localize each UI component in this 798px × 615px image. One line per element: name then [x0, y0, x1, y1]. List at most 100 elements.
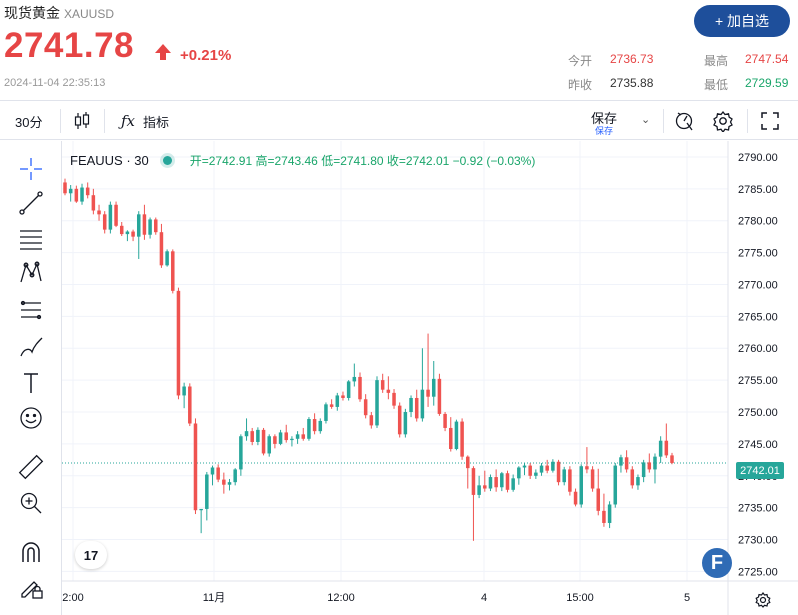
candle: [68, 185, 73, 202]
settings-icon[interactable]: [712, 101, 734, 141]
candle: [324, 402, 328, 424]
candle-body: [448, 427, 453, 449]
price-up-arrow-icon: [155, 44, 171, 53]
candle: [494, 469, 498, 492]
candle-body: [352, 376, 357, 382]
ruler-icon[interactable]: [16, 453, 46, 481]
candle-body: [443, 413, 447, 428]
candle-body: [562, 469, 566, 483]
candle-body: [290, 438, 294, 441]
candle-body: [539, 465, 544, 473]
instrument-name: 现货黄金: [4, 5, 60, 21]
price-chart[interactable]: 2790.00 2785.00 2780.00 2775.00 2770.00 2765.…: [62, 141, 798, 615]
high-label: 最高: [704, 54, 729, 68]
candle: [630, 466, 635, 489]
fullscreen-icon[interactable]: [760, 101, 780, 141]
tradingview-logo-text: 17: [83, 547, 99, 563]
measure-lines-icon[interactable]: [16, 296, 46, 324]
candle: [443, 412, 447, 432]
trendline-icon[interactable]: [16, 189, 46, 217]
candle-body: [295, 434, 300, 439]
indicators-button[interactable]: ƒx 指标: [121, 101, 169, 141]
add-to-watchlist-button[interactable]: + 加自选: [694, 5, 790, 37]
candle: [460, 418, 464, 460]
candle: [199, 508, 203, 534]
emoji-icon[interactable]: [16, 404, 46, 432]
interval-button[interactable]: 30分: [15, 114, 43, 130]
candle: [562, 466, 566, 486]
y-tick-label: 2755.00: [738, 375, 778, 387]
y-tick-label: 2775.00: [738, 248, 778, 260]
y-tick-label: 2750.00: [738, 407, 778, 419]
candles-icon[interactable]: [73, 101, 91, 141]
candle-body: [556, 461, 561, 483]
candle-body: [380, 380, 385, 390]
chart-settings-icon[interactable]: [753, 590, 773, 610]
lock-pen-icon[interactable]: [16, 573, 46, 601]
candle: [483, 470, 487, 492]
candle: [188, 383, 192, 427]
candle-body: [63, 182, 67, 194]
tradingview-logo[interactable]: 17: [75, 541, 107, 569]
candle-body: [176, 290, 181, 396]
candle: [511, 474, 515, 492]
candle-body: [500, 473, 504, 488]
candle-body: [585, 466, 589, 470]
candle-body: [301, 434, 306, 439]
toolbar-divider: [104, 109, 105, 133]
y-tick-label: 2780.00: [738, 216, 778, 228]
alert-icon[interactable]: [675, 101, 695, 141]
candle-body: [358, 376, 362, 400]
candle: [556, 459, 561, 486]
candle-body: [312, 419, 317, 432]
text-icon[interactable]: [16, 369, 46, 397]
candle-body: [437, 378, 442, 414]
candle-body: [630, 469, 635, 486]
candle: [352, 363, 357, 387]
candle: [375, 376, 379, 428]
candle-body: [114, 204, 118, 226]
candle: [284, 424, 289, 443]
candle-body: [483, 485, 487, 489]
save-button[interactable]: 保存 保存 ⌄: [585, 106, 655, 136]
candle: [517, 466, 521, 485]
candle-body: [154, 219, 158, 233]
candle: [171, 249, 175, 294]
candle-body: [148, 219, 152, 235]
candle-body: [528, 465, 532, 476]
fib-icon[interactable]: [16, 225, 46, 253]
candle-body: [397, 405, 402, 435]
y-tick-label: 2745.00: [738, 439, 778, 451]
candle-body: [460, 421, 464, 457]
candle: [227, 478, 232, 491]
live-status-dot: [162, 156, 172, 165]
crosshair-icon[interactable]: [16, 155, 46, 183]
candle: [80, 183, 84, 205]
candle-body: [664, 440, 669, 456]
candle: [545, 459, 549, 474]
candlestick-chart[interactable]: 2790.00 2785.00 2780.00 2775.00 2770.00 2765.…: [62, 141, 798, 615]
candle: [466, 455, 470, 489]
candle: [102, 211, 107, 234]
zoom-in-icon[interactable]: [16, 489, 46, 517]
candle-body: [568, 469, 572, 492]
magnet-icon[interactable]: [16, 538, 46, 566]
candle-body: [193, 423, 198, 511]
change-percent: +0.21%: [180, 47, 232, 64]
candle-body: [363, 399, 368, 416]
candle-body: [119, 225, 124, 235]
candle: [205, 471, 209, 521]
candle-body: [375, 380, 379, 426]
candle-body: [188, 386, 192, 424]
candle: [222, 472, 226, 494]
brush-icon[interactable]: [16, 333, 46, 361]
candle-body: [613, 465, 618, 505]
candle: [573, 488, 578, 507]
pattern-icon[interactable]: [16, 259, 46, 287]
candle: [63, 178, 67, 196]
candle: [653, 453, 657, 484]
candle: [278, 429, 283, 446]
y-tick-label: 2770.00: [738, 279, 778, 291]
candle-body: [409, 397, 413, 413]
current-price: 2741.78: [4, 26, 135, 65]
